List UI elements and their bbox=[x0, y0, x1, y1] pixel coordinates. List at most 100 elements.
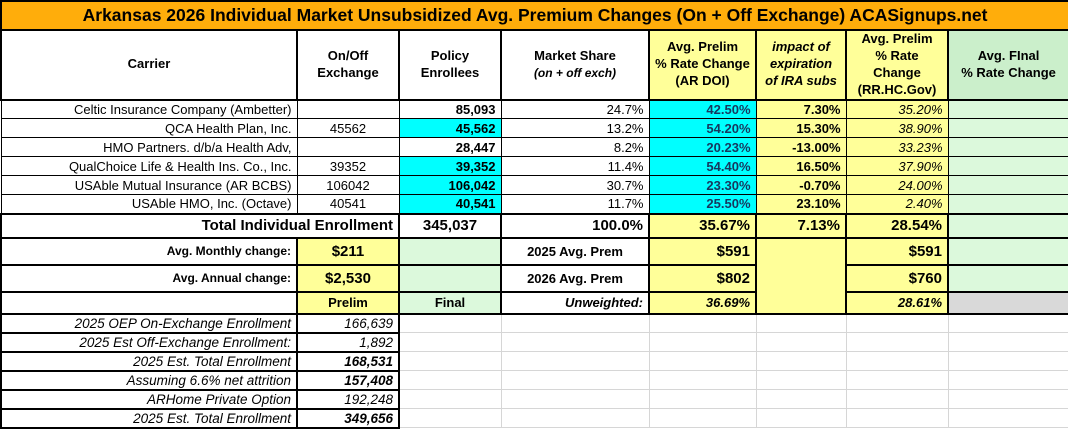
empty-cell[interactable] bbox=[845, 389, 949, 410]
policy-enrollees-cell[interactable]: 106,042 bbox=[398, 175, 502, 196]
final-rate-cell[interactable] bbox=[947, 137, 1068, 158]
empty-cell[interactable] bbox=[398, 313, 502, 334]
detail-label[interactable]: 2025 Est. Total Enrollment bbox=[0, 350, 298, 372]
col-header-policy-enrollees[interactable]: Policy Enrollees bbox=[398, 29, 502, 101]
policy-enrollees-cell[interactable]: 45,562 bbox=[398, 118, 502, 139]
gray-blank-cell[interactable] bbox=[946, 290, 1068, 315]
empty-cell[interactable] bbox=[648, 370, 757, 391]
empty-cell[interactable] bbox=[648, 408, 757, 429]
final-rate-cell[interactable] bbox=[947, 175, 1068, 196]
empty-cell[interactable] bbox=[398, 389, 502, 410]
final-blank[interactable] bbox=[946, 263, 1068, 293]
empty-cell[interactable] bbox=[398, 370, 502, 391]
ira-impact-cell[interactable]: 23.10% bbox=[755, 194, 847, 215]
policy-enrollees-cell[interactable]: 28,447 bbox=[398, 137, 502, 158]
detail-label[interactable]: 2025 Est. Total Enrollment bbox=[0, 407, 298, 429]
empty-cell[interactable] bbox=[845, 313, 949, 334]
ardoi-rate-cell[interactable]: 42.50% bbox=[648, 99, 757, 120]
col-header-avg-prelim-rrhcgov[interactable]: Avg. Prelim % Rate Change (RR.HC.Gov) bbox=[845, 29, 949, 101]
empty-cell[interactable] bbox=[398, 332, 502, 353]
ira-impact-cell[interactable]: -13.00% bbox=[755, 137, 847, 158]
unweighted-label[interactable]: Unweighted: bbox=[500, 290, 650, 315]
monthly-change-value[interactable]: $211 bbox=[296, 236, 400, 266]
detail-value[interactable]: 168,531 bbox=[296, 350, 400, 372]
prem-2026-ardoi[interactable]: $802 bbox=[648, 263, 757, 293]
total-ardoi-rate[interactable]: 35.67% bbox=[648, 212, 757, 239]
empty-cell[interactable] bbox=[845, 408, 949, 429]
empty-cell[interactable] bbox=[648, 332, 757, 353]
empty-cell[interactable] bbox=[648, 313, 757, 334]
ira-impact-cell[interactable]: 15.30% bbox=[755, 118, 847, 139]
col-header-carrier[interactable]: Carrier bbox=[0, 29, 298, 101]
empty-cell[interactable] bbox=[947, 389, 1068, 410]
col-header-ira-impact[interactable]: impact of expiration of IRA subs bbox=[755, 29, 847, 101]
final-label[interactable]: Final bbox=[398, 290, 502, 315]
ardoi-rate-cell[interactable]: 54.20% bbox=[648, 118, 757, 139]
market-share-cell[interactable]: 8.2% bbox=[500, 137, 650, 158]
rrhcgov-rate-cell[interactable]: 2.40% bbox=[845, 194, 949, 215]
on-off-exchange-cell[interactable]: 106042 bbox=[296, 175, 400, 196]
final-rate-cell[interactable] bbox=[947, 99, 1068, 120]
total-rrhcgov-rate[interactable]: 28.54% bbox=[845, 212, 949, 239]
prem-2025-label[interactable]: 2025 Avg. Prem bbox=[500, 236, 650, 266]
carrier-name-cell[interactable]: HMO Partners. d/b/a Health Adv, bbox=[0, 137, 298, 158]
detail-value[interactable]: 192,248 bbox=[296, 388, 400, 410]
carrier-name-cell[interactable]: Celtic Insurance Company (Ambetter) bbox=[0, 99, 298, 120]
detail-value[interactable]: 349,656 bbox=[296, 407, 400, 429]
ira-impact-cell[interactable]: -0.70% bbox=[755, 175, 847, 196]
detail-label[interactable]: 2025 OEP On-Exchange Enrollment bbox=[0, 312, 298, 334]
rrhcgov-rate-cell[interactable]: 35.20% bbox=[845, 99, 949, 120]
policy-enrollees-cell[interactable]: 85,093 bbox=[398, 99, 502, 120]
empty-cell[interactable] bbox=[500, 332, 650, 353]
ira-impact-cell[interactable]: 7.30% bbox=[755, 99, 847, 120]
carrier-name-cell[interactable]: QualChoice Life & Health Ins. Co., Inc. bbox=[0, 156, 298, 177]
on-off-exchange-cell[interactable]: 40541 bbox=[296, 194, 400, 215]
empty-cell[interactable] bbox=[755, 332, 847, 353]
total-market-share[interactable]: 100.0% bbox=[500, 212, 650, 239]
empty-cell[interactable] bbox=[947, 313, 1068, 334]
unweighted-rrhcgov[interactable]: 28.61% bbox=[845, 290, 949, 315]
prem-2025-rrhcgov[interactable]: $591 bbox=[845, 236, 949, 266]
empty-cell[interactable] bbox=[845, 370, 949, 391]
ira-impact-cell[interactable]: 16.50% bbox=[755, 156, 847, 177]
blank-cell[interactable] bbox=[0, 290, 298, 315]
empty-cell[interactable] bbox=[845, 332, 949, 353]
ardoi-rate-cell[interactable]: 20.23% bbox=[648, 137, 757, 158]
empty-cell[interactable] bbox=[500, 370, 650, 391]
empty-cell[interactable] bbox=[947, 351, 1068, 372]
empty-cell[interactable] bbox=[398, 408, 502, 429]
final-enrollees-blank[interactable] bbox=[398, 236, 502, 266]
empty-cell[interactable] bbox=[755, 408, 847, 429]
detail-value[interactable]: 157,408 bbox=[296, 369, 400, 391]
final-rate-cell[interactable] bbox=[947, 156, 1068, 177]
empty-cell[interactable] bbox=[755, 389, 847, 410]
empty-cell[interactable] bbox=[845, 351, 949, 372]
policy-enrollees-cell[interactable]: 40,541 bbox=[398, 194, 502, 215]
prem-2026-rrhcgov[interactable]: $760 bbox=[845, 263, 949, 293]
ardoi-rate-cell[interactable]: 23.30% bbox=[648, 175, 757, 196]
on-off-exchange-cell[interactable]: 45562 bbox=[296, 118, 400, 139]
empty-cell[interactable] bbox=[755, 313, 847, 334]
detail-value[interactable]: 166,639 bbox=[296, 312, 400, 334]
market-share-cell[interactable]: 13.2% bbox=[500, 118, 650, 139]
rrhcgov-rate-cell[interactable]: 33.23% bbox=[845, 137, 949, 158]
col-header-on-off-exchange[interactable]: On/Off Exchange bbox=[296, 29, 400, 101]
total-final-rate[interactable] bbox=[946, 212, 1068, 239]
ardoi-rate-cell[interactable]: 54.40% bbox=[648, 156, 757, 177]
detail-label[interactable]: ARHome Private Option bbox=[0, 388, 298, 410]
empty-cell[interactable] bbox=[500, 313, 650, 334]
empty-cell[interactable] bbox=[947, 408, 1068, 429]
policy-enrollees-cell[interactable]: 39,352 bbox=[398, 156, 502, 177]
empty-cell[interactable] bbox=[648, 389, 757, 410]
ira-impact-merged-blank[interactable] bbox=[755, 236, 847, 315]
rrhcgov-rate-cell[interactable]: 24.00% bbox=[845, 175, 949, 196]
market-share-cell[interactable]: 11.7% bbox=[500, 194, 650, 215]
empty-cell[interactable] bbox=[648, 351, 757, 372]
empty-cell[interactable] bbox=[398, 351, 502, 372]
empty-cell[interactable] bbox=[500, 408, 650, 429]
detail-label[interactable]: 2025 Est Off-Exchange Enrollment: bbox=[0, 331, 298, 353]
on-off-exchange-cell[interactable]: 39352 bbox=[296, 156, 400, 177]
prem-2026-label[interactable]: 2026 Avg. Prem bbox=[500, 263, 650, 293]
on-off-exchange-cell[interactable] bbox=[296, 137, 400, 158]
empty-cell[interactable] bbox=[947, 370, 1068, 391]
